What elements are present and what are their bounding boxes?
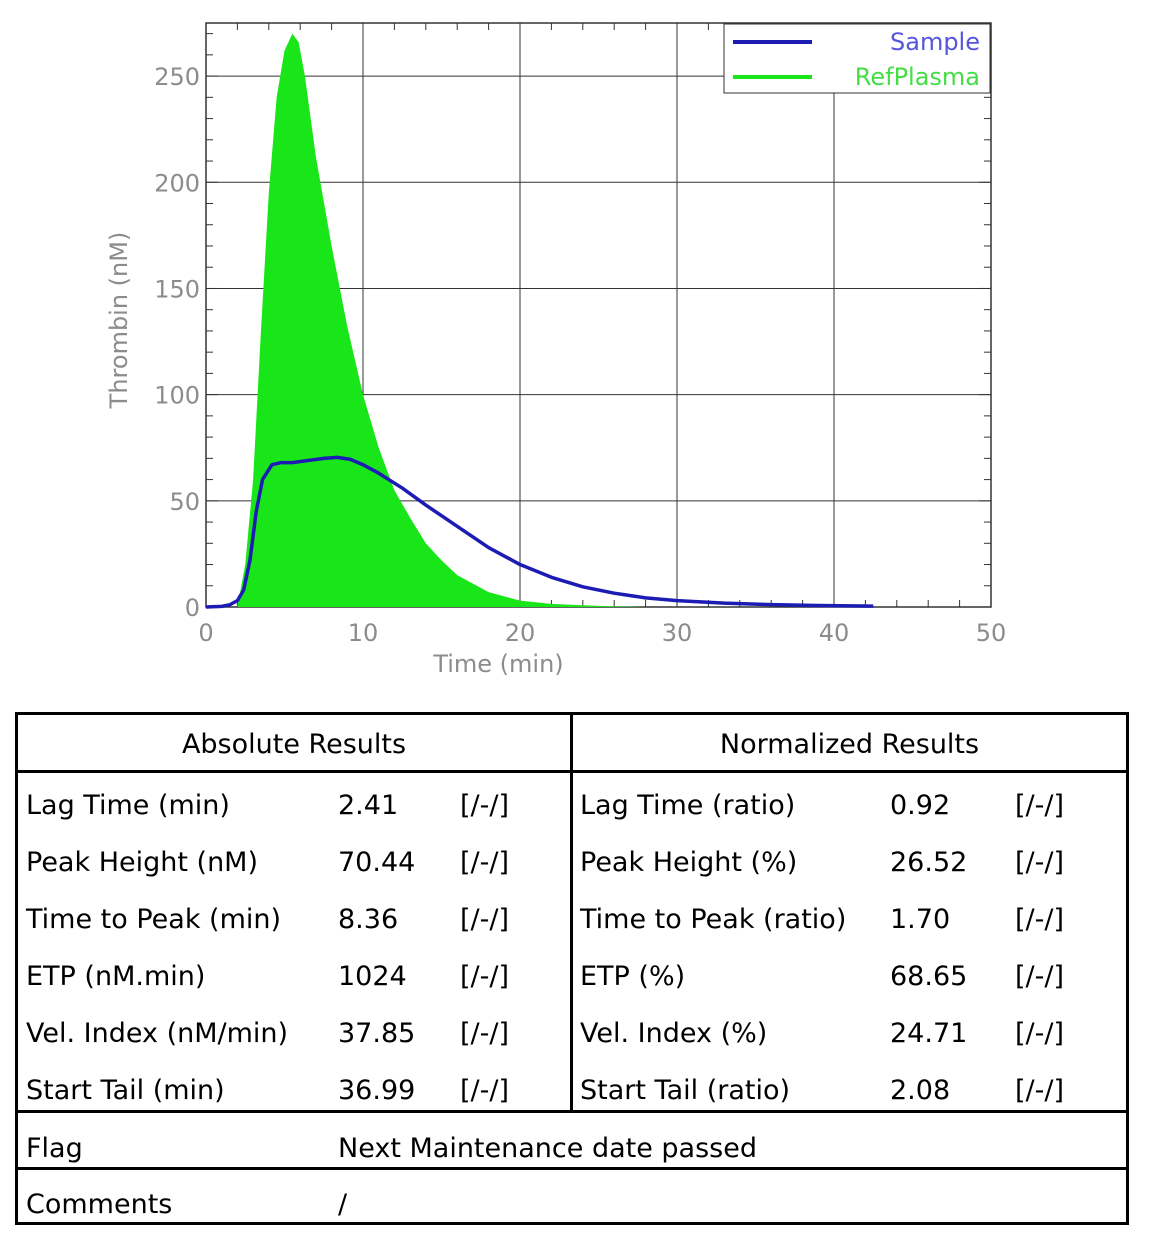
abs-flag: [/-/] [460,847,510,878]
norm-value: 0.92 [890,790,951,821]
abs-value: 8.36 [338,904,399,935]
y-tick-label: 150 [154,275,200,303]
flag-label: Flag [26,1133,83,1164]
y-tick-label: 50 [169,488,200,516]
abs-value: 70.44 [338,847,416,878]
x-tick-label: 0 [198,619,213,647]
series-sample-line [205,455,874,609]
norm-label: ETP (%) [580,961,686,992]
abs-label: ETP (nM.min) [26,961,206,992]
thrombin-chart: 0 10 20 30 40 50 0 50 100 150 200 250 Time (min) Thro… [105,22,1007,678]
norm-flag: [/-/] [1015,1018,1065,1049]
abs-value: 1024 [338,961,407,992]
results-table: Absolute Results Normalized Results Lag … [15,712,1129,1225]
norm-value: 2.08 [890,1075,951,1106]
norm-value: 1.70 [890,904,951,935]
legend-box [723,23,991,94]
norm-value: 26.52 [890,847,968,878]
norm-flag: [/-/] [1015,790,1065,821]
y-axis-label: Thrombin (nM) [105,232,133,410]
absolute-results-header: Absolute Results [181,728,407,760]
series-refplasma-area [206,33,646,608]
flag-divider [18,1167,1126,1170]
abs-flag: [/-/] [460,1075,510,1106]
abs-flag: [/-/] [460,1018,510,1049]
chart-svg: 0 10 20 30 40 50 0 50 100 150 200 250 Time (min) Thro… [105,22,1007,678]
x-tick-label: 50 [976,619,1007,647]
norm-label: Vel. Index (%) [580,1018,768,1049]
norm-flag: [/-/] [1015,904,1065,935]
abs-label: Vel. Index (nM/min) [26,1018,289,1049]
norm-label: Time to Peak (ratio) [580,904,847,935]
abs-label: Lag Time (min) [26,790,230,821]
abs-value: 36.99 [338,1075,416,1106]
norm-value: 24.71 [890,1018,968,1049]
abs-label: Peak Height (nM) [26,847,259,878]
norm-label: Lag Time (ratio) [580,790,796,821]
abs-value: 2.41 [338,790,399,821]
x-tick-label: 40 [819,619,850,647]
x-tick-label: 10 [348,619,379,647]
norm-label: Peak Height (%) [580,847,798,878]
norm-flag: [/-/] [1015,961,1065,992]
x-tick-label: 20 [505,619,536,647]
x-tick-label: 30 [662,619,693,647]
normalized-results-header: Normalized Results [719,728,980,760]
y-tick-label: 0 [185,594,200,622]
y-tick-label: 100 [154,382,200,410]
y-tick-label: 250 [154,63,200,91]
abs-value: 37.85 [338,1018,416,1049]
comments-value: / [338,1189,348,1220]
legend-entry: RefPlasma [855,63,980,91]
rows-divider [18,1110,1126,1113]
abs-flag: [/-/] [460,961,510,992]
legend-entry: Sample [890,28,980,56]
abs-flag: [/-/] [460,904,510,935]
comments-label: Comments [26,1189,173,1220]
abs-label: Time to Peak (min) [26,904,282,935]
norm-value: 68.65 [890,961,968,992]
norm-label: Start Tail (ratio) [580,1075,791,1106]
norm-flag: [/-/] [1015,1075,1065,1106]
abs-label: Start Tail (min) [26,1075,225,1106]
x-axis-label: Time (min) [432,650,563,678]
abs-flag: [/-/] [460,790,510,821]
norm-flag: [/-/] [1015,847,1065,878]
column-divider [570,715,573,1113]
y-tick-label: 200 [154,169,200,197]
flag-value: Next Maintenance date passed [338,1133,757,1164]
